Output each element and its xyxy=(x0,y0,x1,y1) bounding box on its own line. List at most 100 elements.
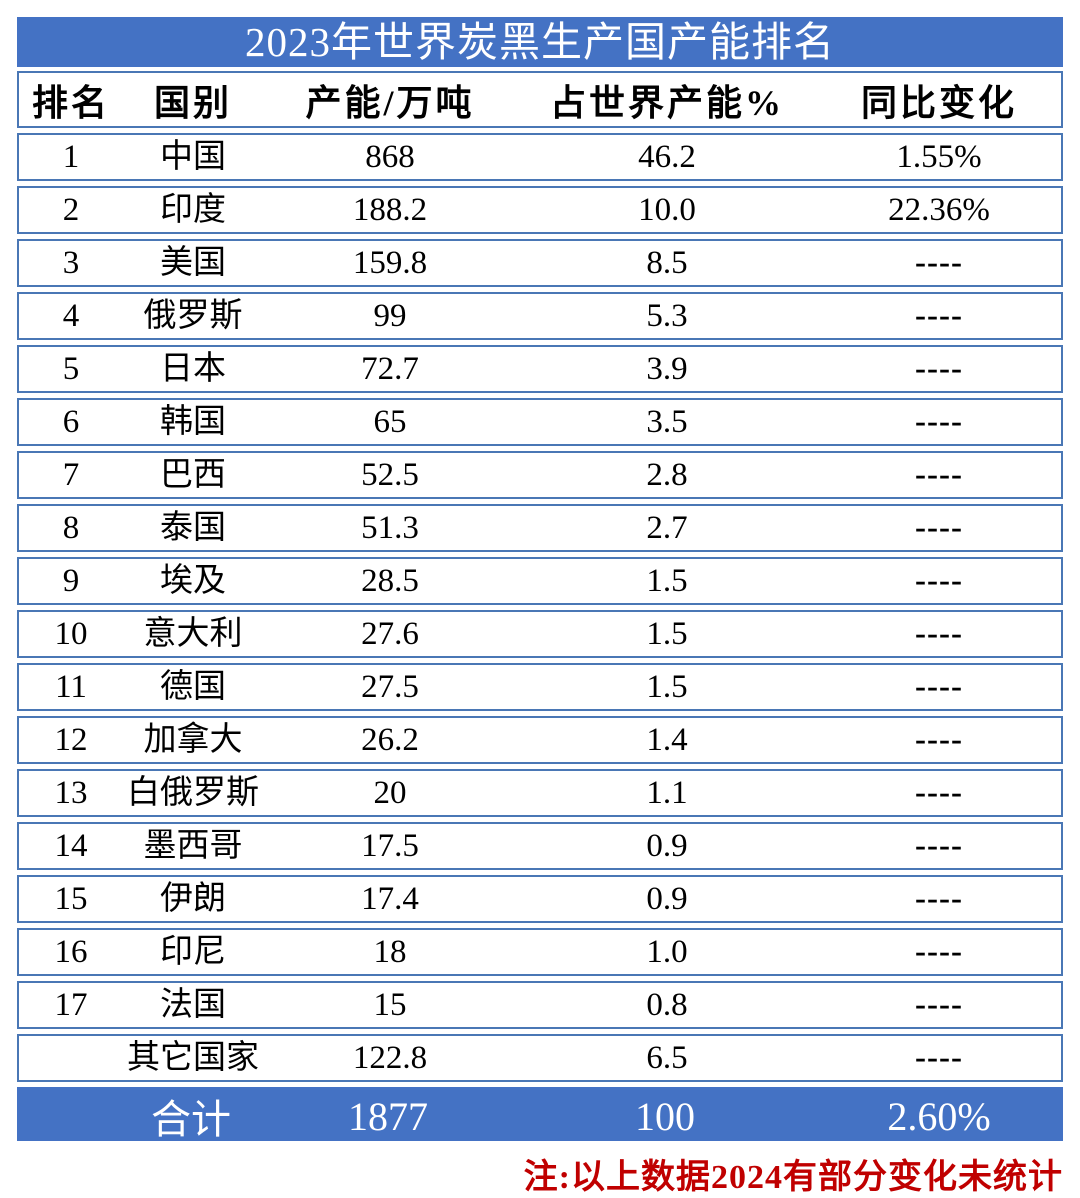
cell-country: 法国 xyxy=(160,986,226,1023)
table-row: 4 俄罗斯 99 5.3 ---- xyxy=(17,292,1063,340)
cell-capacity: 122.8 xyxy=(352,1039,428,1076)
cell-capacity: 868 xyxy=(365,138,415,175)
cell-yoy: ---- xyxy=(915,668,963,705)
cell-country: 德国 xyxy=(160,668,226,705)
column-header-rank: 排名 xyxy=(31,82,110,123)
cell-country: 中国 xyxy=(160,138,226,175)
table-body: 1 中国 868 46.2 1.55% 2 印度 188.2 10.0 22.3… xyxy=(17,133,1063,1082)
cell-capacity: 188.2 xyxy=(352,191,428,228)
cell-rank: 15 xyxy=(54,880,88,917)
cell-capacity: 52.5 xyxy=(361,456,419,493)
cell-share: 0.9 xyxy=(646,880,688,917)
cell-share: 0.8 xyxy=(646,986,688,1023)
column-header-yoy: 同比变化 xyxy=(860,82,1017,123)
total-cell-share: 100 xyxy=(635,1093,695,1139)
cell-capacity: 15 xyxy=(373,986,407,1023)
cell-rank: 11 xyxy=(55,668,87,705)
cell-rank: 16 xyxy=(54,933,88,970)
cell-yoy: ---- xyxy=(915,509,963,546)
column-header-share: 占世界产能% xyxy=(549,82,784,123)
cell-yoy: ---- xyxy=(915,350,963,387)
table-title-banner: 2023年世界炭黑生产国产能排名 xyxy=(17,17,1063,67)
cell-rank: 2 xyxy=(62,191,80,228)
table-row: 5 日本 72.7 3.9 ---- xyxy=(17,345,1063,393)
table-total-row: 合计 1877 100 2.60% xyxy=(17,1087,1063,1142)
cell-country: 韩国 xyxy=(160,403,226,440)
cell-yoy: ---- xyxy=(915,933,963,970)
table-header-row: 排名 国别 产能/万吨 占世界产能% 同比变化 xyxy=(17,71,1063,128)
cell-yoy: ---- xyxy=(915,456,963,493)
cell-share: 1.5 xyxy=(646,562,688,599)
cell-rank: 4 xyxy=(62,297,80,334)
cell-country: 白俄罗斯 xyxy=(127,774,259,811)
cell-share: 6.5 xyxy=(646,1039,688,1076)
total-cell-yoy: 2.60% xyxy=(887,1093,991,1139)
cell-rank: 13 xyxy=(54,774,88,811)
cell-rank: 1 xyxy=(62,138,80,175)
cell-rank: 9 xyxy=(62,562,80,599)
cell-country: 埃及 xyxy=(160,562,226,599)
table-row: 15 伊朗 17.4 0.9 ---- xyxy=(17,875,1063,923)
table-row: 13 白俄罗斯 20 1.1 ---- xyxy=(17,769,1063,817)
table-row: 9 埃及 28.5 1.5 ---- xyxy=(17,557,1063,605)
cell-share: 1.5 xyxy=(646,668,688,705)
cell-rank: 7 xyxy=(62,456,80,493)
cell-rank: 12 xyxy=(54,721,88,758)
cell-country: 日本 xyxy=(160,350,226,387)
cell-country: 巴西 xyxy=(160,456,226,493)
cell-share: 2.8 xyxy=(646,456,688,493)
cell-capacity: 17.5 xyxy=(361,827,419,864)
cell-rank: 5 xyxy=(62,350,80,387)
cell-country: 意大利 xyxy=(143,615,243,652)
cell-rank: 8 xyxy=(62,509,80,546)
cell-yoy: ---- xyxy=(915,403,963,440)
cell-share: 3.5 xyxy=(646,403,688,440)
column-header-country: 国别 xyxy=(153,82,232,123)
cell-yoy: 1.55% xyxy=(896,138,982,175)
table-row: 3 美国 159.8 8.5 ---- xyxy=(17,239,1063,287)
cell-rank: 17 xyxy=(54,986,88,1023)
table-row: 8 泰国 51.3 2.7 ---- xyxy=(17,504,1063,552)
cell-share: 0.9 xyxy=(646,827,688,864)
cell-capacity: 26.2 xyxy=(361,721,419,758)
cell-capacity: 28.5 xyxy=(361,562,419,599)
cell-share: 1.1 xyxy=(646,774,688,811)
table-row: 12 加拿大 26.2 1.4 ---- xyxy=(17,716,1063,764)
cell-share: 2.7 xyxy=(646,509,688,546)
table-row: 其它国家 122.8 6.5 ---- xyxy=(17,1034,1063,1082)
cell-country: 加拿大 xyxy=(143,721,243,758)
cell-share: 1.5 xyxy=(646,615,688,652)
cell-country: 其它国家 xyxy=(127,1039,259,1076)
cell-country: 墨西哥 xyxy=(143,827,243,864)
table-row: 1 中国 868 46.2 1.55% xyxy=(17,133,1063,181)
cell-yoy: ---- xyxy=(915,297,963,334)
cell-yoy: ---- xyxy=(915,615,963,652)
total-cell-label: 合计 xyxy=(151,1097,231,1142)
cell-yoy: ---- xyxy=(915,244,963,281)
table-row: 16 印尼 18 1.0 ---- xyxy=(17,928,1063,976)
cell-yoy: ---- xyxy=(915,562,963,599)
cell-capacity: 65 xyxy=(373,403,407,440)
cell-capacity: 159.8 xyxy=(352,244,428,281)
total-cell-capacity: 1877 xyxy=(348,1093,428,1139)
cell-yoy: ---- xyxy=(915,880,963,917)
cell-share: 46.2 xyxy=(638,138,696,175)
table-row: 10 意大利 27.6 1.5 ---- xyxy=(17,610,1063,658)
cell-share: 1.4 xyxy=(646,721,688,758)
cell-rank: 6 xyxy=(62,403,80,440)
table-row: 14 墨西哥 17.5 0.9 ---- xyxy=(17,822,1063,870)
page-title: 2023年世界炭黑生产国产能排名 xyxy=(245,18,835,65)
cell-country: 泰国 xyxy=(160,509,226,546)
cell-capacity: 99 xyxy=(373,297,407,334)
cell-rank: 10 xyxy=(54,615,88,652)
cell-yoy: ---- xyxy=(915,827,963,864)
cell-yoy: 22.36% xyxy=(888,191,990,228)
table-row: 2 印度 188.2 10.0 22.36% xyxy=(17,186,1063,234)
cell-yoy: ---- xyxy=(915,721,963,758)
table-row: 6 韩国 65 3.5 ---- xyxy=(17,398,1063,446)
cell-capacity: 51.3 xyxy=(361,509,419,546)
cell-share: 10.0 xyxy=(638,191,696,228)
cell-share: 5.3 xyxy=(646,297,688,334)
cell-capacity: 17.4 xyxy=(361,880,419,917)
